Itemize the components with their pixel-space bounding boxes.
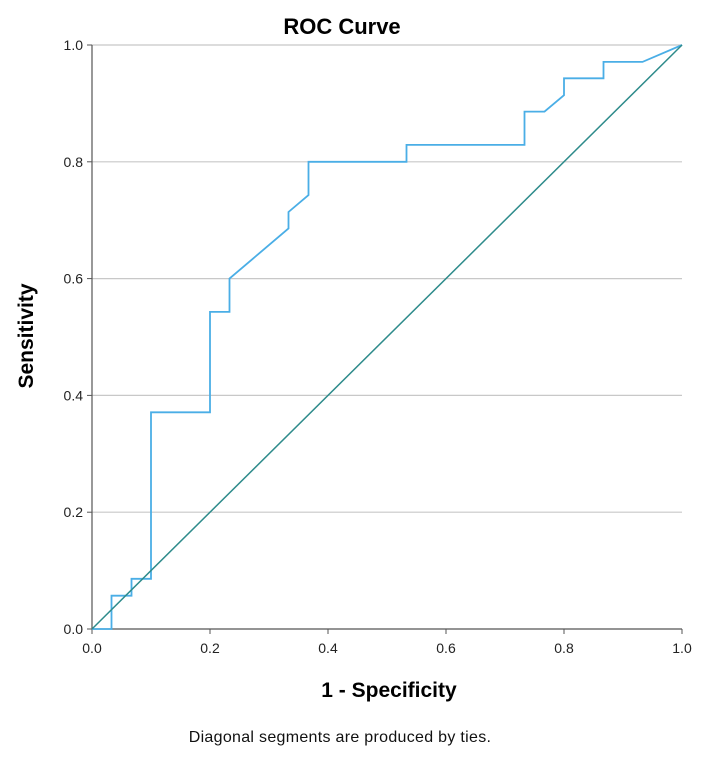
y-axis-label: Sensitivity (15, 283, 38, 388)
x-tick-label-1: 0.2 (200, 640, 220, 656)
x-tick-label-0: 0.0 (82, 640, 102, 656)
y-tick-label-3: 0.6 (64, 271, 84, 287)
y-tick-label-5: 1.0 (64, 37, 84, 53)
series-group (91, 44, 683, 630)
x-tick-label-4: 0.8 (554, 640, 574, 656)
x-tick-label-2: 0.4 (318, 640, 338, 656)
x-tick-labels: 0.0 0.2 0.4 0.6 0.8 1.0 (82, 640, 692, 656)
y-tick-label-1: 0.2 (64, 504, 84, 520)
footnote: Diagonal segments are produced by ties. (189, 729, 492, 746)
x-tick-label-5: 1.0 (672, 640, 692, 656)
y-tick-label-4: 0.8 (64, 154, 84, 170)
gridlines (92, 44, 682, 513)
chart-title: ROC Curve (283, 14, 400, 39)
roc-curve-line (92, 44, 683, 630)
x-axis-label: 1 - Specificity (321, 679, 457, 702)
x-tick-label-3: 0.6 (436, 640, 456, 656)
y-tick-labels: 0.0 0.2 0.4 0.6 0.8 1.0 (64, 37, 84, 637)
y-tick-label-2: 0.4 (64, 387, 84, 403)
reference-diagonal-line (91, 44, 683, 630)
y-tick-label-0: 0.0 (64, 621, 84, 637)
